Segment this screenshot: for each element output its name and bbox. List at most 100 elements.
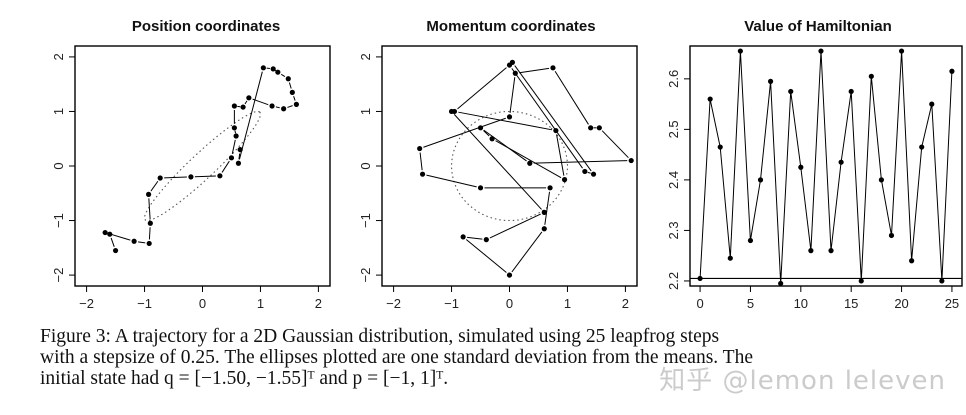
hamiltonian-point [909, 258, 915, 264]
trajectory-segment [164, 176, 187, 179]
trajectory-segment [234, 130, 237, 134]
hamiltonian-point [707, 96, 713, 102]
trajectory-segment [275, 106, 280, 109]
position-plot-area: −2 −1 0 1 2 −2 −1 0 1 2 [51, 53, 322, 311]
y-tick-label: 2.5 [666, 120, 681, 138]
hamiltonian-line [699, 51, 953, 284]
hamiltonian-point [757, 177, 764, 183]
hamiltonian-point [858, 278, 864, 284]
trajectory-point [240, 104, 246, 110]
trajectory-point [483, 237, 489, 243]
trajectory-point [237, 147, 243, 153]
trajectory-segment [287, 105, 293, 108]
x-tick-label: 2 [315, 296, 322, 311]
trajectory-point [217, 173, 223, 179]
trajectory-segment [231, 139, 236, 155]
trajectory-point [269, 103, 275, 109]
trajectory-segment [465, 239, 507, 273]
trajectory-point [157, 175, 163, 181]
trajectory-segment [587, 171, 591, 174]
x-tick-label: −1 [137, 296, 152, 311]
y-tick-label: −2 [358, 268, 373, 283]
hamiltonian-point [778, 280, 784, 287]
trajectory-point [590, 171, 597, 177]
y-tick-label: −1 [51, 213, 66, 228]
trajectory-segment [509, 77, 516, 114]
y-tick-label: 2 [358, 53, 373, 60]
trajectory-point [477, 185, 484, 191]
trajectory-point [112, 247, 119, 254]
trajectory-point [506, 272, 513, 278]
trajectory-point [289, 89, 295, 95]
trajectory-segment [238, 71, 263, 160]
trajectory-point [246, 95, 252, 101]
caption-line-1: Figure 3: A trajectory for a 2D Gaussian… [40, 326, 720, 347]
hamiltonian-point [788, 88, 794, 95]
hamiltonian-point [767, 78, 774, 84]
hamiltonian-point [838, 159, 844, 165]
trajectory-segment [519, 67, 550, 74]
trajectory-segment [110, 237, 115, 247]
x-tick-label: 0 [199, 296, 206, 311]
hamiltonian-point [929, 101, 935, 107]
trajectory-point [582, 168, 588, 175]
momentum-plot-area: −2 −1 0 1 2 −2 −1 0 1 2 [358, 53, 634, 311]
trajectory-point [553, 127, 559, 134]
y-tick-label: 1 [358, 108, 373, 115]
trajectory-point [275, 69, 281, 75]
trajectory-segment [293, 95, 296, 101]
x-tick-label: 0 [506, 296, 513, 311]
hamiltonian-point [818, 48, 824, 54]
y-tick-label: 2.3 [666, 221, 681, 239]
hamiltonian-point [898, 48, 905, 54]
trajectory-segment [148, 198, 151, 220]
trajectory-point [235, 160, 242, 166]
trajectory-segment [457, 67, 507, 110]
x-tick-label: 10 [794, 296, 808, 311]
hamiltonian-title: Value of Hamiltonian [744, 18, 892, 35]
trajectory-segment [280, 73, 286, 78]
hamiltonian-point [868, 73, 874, 79]
hamiltonian-point [727, 255, 733, 261]
trajectory-segment [419, 152, 423, 171]
trajectory-segment [288, 82, 292, 89]
trajectory-segment [221, 160, 230, 173]
trajectory-point [541, 209, 547, 215]
x-tick-label: 1 [564, 296, 571, 311]
hamiltonian-point [949, 68, 955, 74]
y-tick-label: 2.6 [666, 70, 681, 88]
trajectory-segment [495, 140, 562, 179]
x-tick-label: 25 [945, 296, 959, 311]
trajectory-point [460, 234, 466, 240]
trajectory-point [131, 238, 137, 244]
trajectory-point [146, 191, 152, 197]
trajectory-point [596, 125, 602, 131]
x-tick-label: 15 [844, 296, 858, 311]
trajectory-segment [244, 100, 248, 105]
x-tick-label: 2 [622, 296, 629, 311]
x-tick-label: 20 [894, 296, 908, 311]
trajectory-point [547, 185, 553, 191]
x-tick-label: −2 [79, 296, 94, 311]
momentum-plot-frame [381, 45, 638, 287]
trajectory-point [509, 59, 515, 65]
trajectory-segment [138, 241, 146, 244]
y-tick-label: −2 [51, 268, 66, 283]
trajectory-segment [489, 213, 541, 239]
trajectory-point [489, 136, 495, 142]
trajectory-segment [514, 65, 592, 172]
position-title: Position coordinates [132, 18, 280, 35]
watermark: 知乎 @lemon leleven [659, 366, 946, 396]
hamiltonian-point [717, 144, 723, 150]
trajectory-point [417, 145, 423, 152]
trajectory-segment [150, 180, 159, 192]
trajectory-point [541, 226, 547, 232]
trajectory-point [231, 125, 237, 131]
y-tick-label: 2.2 [666, 272, 681, 290]
trajectory-point [147, 220, 153, 226]
hamiltonian-point [848, 88, 854, 95]
trajectory-segment [423, 117, 506, 148]
hamiltonian-point [737, 48, 743, 54]
hamiltonian-point [798, 164, 804, 170]
